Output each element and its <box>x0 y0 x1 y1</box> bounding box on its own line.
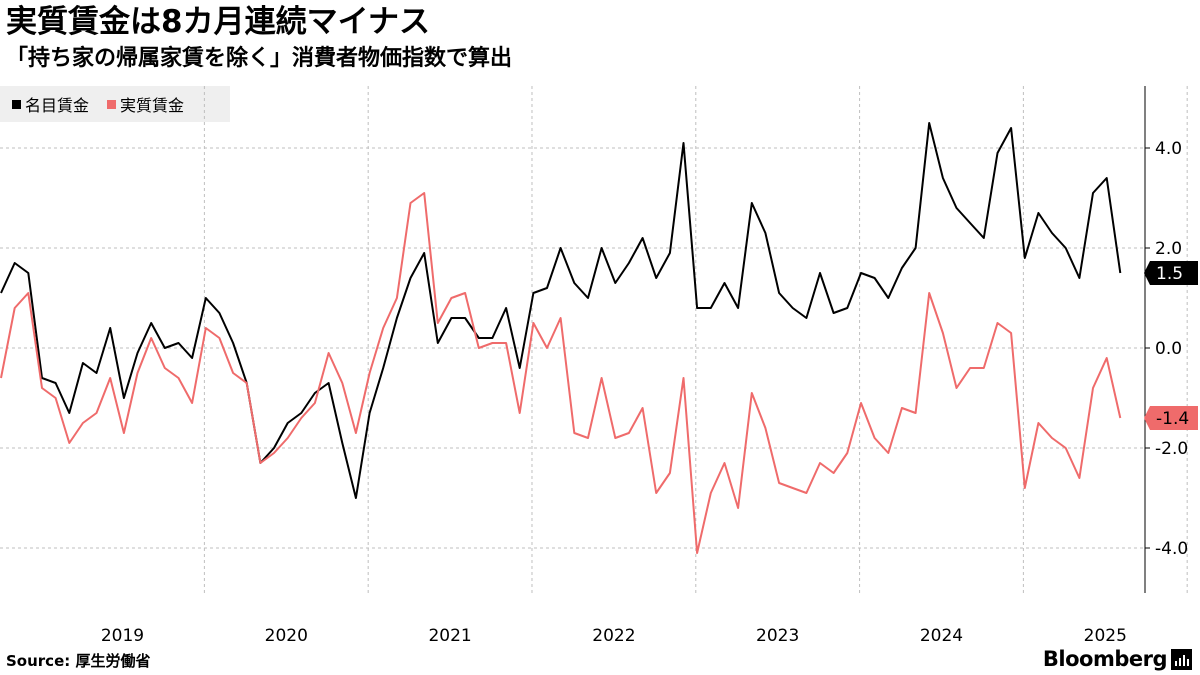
legend-item-nominal[interactable]: 名目賃金 <box>12 92 89 116</box>
series-layer <box>0 122 1122 554</box>
nominal-wage-last-value-tag <box>1144 261 1198 285</box>
legend-swatch-nominal <box>12 99 21 109</box>
source-note: Source: 厚生労働省 <box>6 650 151 671</box>
source-value: 厚生労働省 <box>75 652 151 670</box>
real-wage-last-value-label: -1.4 <box>1156 409 1189 429</box>
axis-layer: 4.0 2.0 0.0 -2.0 -4.0 2019 2020 2021 2022 2023 202… <box>101 86 1198 646</box>
nominal-wage-last-value-label: 1.5 <box>1156 264 1183 284</box>
x-tick-label: 2019 <box>101 626 144 646</box>
bloomberg-terminal-icon <box>1171 649 1192 670</box>
legend-swatch-real <box>107 99 117 109</box>
legend-label-real: 実質賃金 <box>120 96 185 115</box>
real-wage-line <box>0 192 1122 554</box>
y-tick-label: -4.0 <box>1155 539 1188 559</box>
y-tick-label: 2.0 <box>1155 239 1182 259</box>
x-tick-label: 2020 <box>265 626 308 646</box>
legend-item-real[interactable]: 実質賃金 <box>107 92 184 116</box>
chart-subtitle: 「持ち家の帰属家賃を除く」消費者物価指数で算出 <box>6 46 513 71</box>
x-tick-label: 2025 <box>1084 626 1127 646</box>
x-tick-label: 2022 <box>592 626 635 646</box>
grid-layer <box>0 86 1188 593</box>
y-tick-label: 0.0 <box>1155 339 1182 359</box>
source-label: Source: <box>6 652 71 670</box>
y-tick-label: 4.0 <box>1155 139 1182 159</box>
chart-legend: 名目賃金 実質賃金 <box>0 86 230 122</box>
x-tick-label: 2024 <box>920 626 963 646</box>
legend-label-nominal: 名目賃金 <box>25 96 90 115</box>
chart-title: 実質賃金は8カ月連続マイナス <box>6 4 430 40</box>
real-wage-last-value-tag <box>1144 406 1198 430</box>
y-tick-label: -2.0 <box>1155 439 1188 459</box>
brand-logo: Bloomberg <box>1042 647 1168 671</box>
x-tick-label: 2023 <box>756 626 799 646</box>
x-tick-label: 2021 <box>428 626 471 646</box>
nominal-wage-line <box>0 122 1122 499</box>
